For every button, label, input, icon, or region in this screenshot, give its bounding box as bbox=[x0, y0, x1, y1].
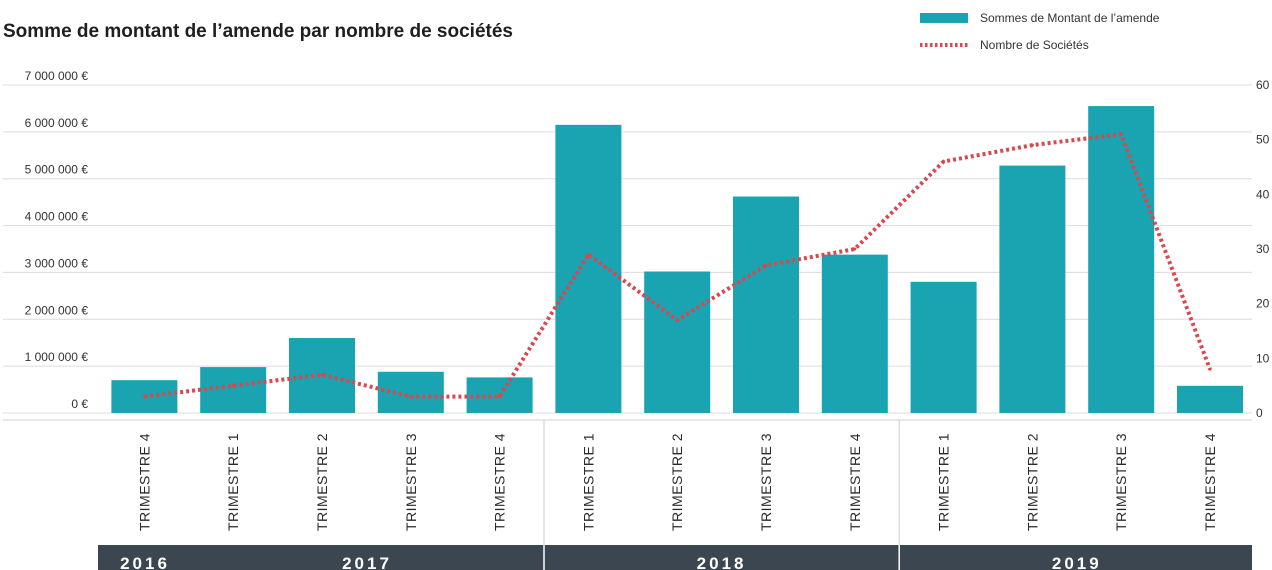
line-point bbox=[675, 318, 679, 322]
category-label: TRIMESTRE 3 bbox=[403, 433, 419, 531]
y-right-tick-label: 40 bbox=[1256, 187, 1270, 201]
category-axis: TRIMESTRE 4 TRIMESTRE 1 TRIMESTRE 2 TRIMEST… bbox=[3, 419, 1252, 570]
line-point bbox=[409, 395, 413, 399]
y-left-tick-label: 0 € bbox=[71, 397, 88, 411]
category-label: TRIMESTRE 4 bbox=[1202, 433, 1218, 531]
year-label: 2019 bbox=[1052, 554, 1102, 570]
legend-line-label: Nombre de Sociétés bbox=[980, 38, 1089, 52]
category-label: TRIMESTRE 2 bbox=[314, 433, 330, 531]
y-left-tick-label: 3 000 000 € bbox=[25, 256, 89, 270]
line-point bbox=[498, 395, 502, 399]
y-right-tick-label: 0 bbox=[1256, 406, 1263, 420]
line-point bbox=[942, 160, 946, 164]
category-label: TRIMESTRE 3 bbox=[1113, 433, 1129, 531]
line-point bbox=[142, 395, 146, 399]
y-right-tick-label: 10 bbox=[1256, 351, 1270, 365]
bar bbox=[821, 254, 888, 413]
bar bbox=[644, 271, 711, 413]
category-label: TRIMESTRE 4 bbox=[847, 433, 863, 531]
legend: Sommes de Montant de l’amende Nombre de … bbox=[920, 11, 1160, 52]
bar bbox=[999, 165, 1066, 413]
category-label: TRIMESTRE 1 bbox=[580, 433, 596, 531]
legend-bar-label: Sommes de Montant de l’amende bbox=[980, 11, 1160, 25]
y-left-tick-label: 4 000 000 € bbox=[25, 210, 89, 224]
line-point bbox=[1119, 132, 1123, 136]
y-left-tick-label: 6 000 000 € bbox=[25, 116, 89, 130]
year-label: 2018 bbox=[697, 554, 747, 570]
year-band: 2016 2017 2018 2019 bbox=[98, 545, 1252, 570]
line-series bbox=[142, 132, 1212, 399]
bar bbox=[555, 124, 622, 413]
category-label: TRIMESTRE 3 bbox=[758, 433, 774, 531]
line-point bbox=[1030, 143, 1034, 147]
bar bbox=[1177, 385, 1243, 413]
line-point bbox=[231, 384, 235, 388]
year-label: 2016 bbox=[120, 554, 170, 570]
category-label: TRIMESTRE 1 bbox=[936, 433, 952, 531]
y-axis-left: 0 € 1 000 000 € 2 000 000 € 3 000 000 € 4 00… bbox=[25, 69, 89, 411]
y-left-tick-label: 1 000 000 € bbox=[25, 350, 89, 364]
category-label: TRIMESTRE 2 bbox=[1024, 433, 1040, 531]
bar-series bbox=[111, 106, 1243, 413]
line-point bbox=[1208, 367, 1212, 371]
bar bbox=[910, 281, 977, 413]
y-right-tick-label: 50 bbox=[1256, 133, 1270, 147]
line-point bbox=[586, 252, 590, 256]
y-left-tick-label: 7 000 000 € bbox=[25, 69, 89, 83]
category-label: TRIMESTRE 4 bbox=[136, 433, 152, 531]
chart-title: Somme de montant de l’amende par nombre … bbox=[3, 21, 513, 42]
y-axis-right: 0 10 20 30 40 50 60 bbox=[1256, 78, 1270, 420]
line-point bbox=[320, 373, 324, 377]
y-left-tick-label: 5 000 000 € bbox=[25, 163, 89, 177]
category-label: TRIMESTRE 1 bbox=[225, 433, 241, 531]
year-label: 2017 bbox=[342, 554, 392, 570]
line-point bbox=[853, 247, 857, 251]
bar bbox=[1088, 106, 1155, 413]
line-point bbox=[764, 263, 768, 267]
bar bbox=[733, 196, 799, 413]
y-right-tick-label: 30 bbox=[1256, 242, 1270, 256]
legend-bar-swatch bbox=[920, 13, 968, 23]
y-right-tick-label: 60 bbox=[1256, 78, 1270, 92]
y-right-tick-label: 20 bbox=[1256, 297, 1270, 311]
year-band-background bbox=[98, 545, 1252, 570]
category-label: TRIMESTRE 4 bbox=[492, 433, 508, 531]
category-label: TRIMESTRE 2 bbox=[669, 433, 685, 531]
y-left-tick-label: 2 000 000 € bbox=[25, 303, 89, 317]
